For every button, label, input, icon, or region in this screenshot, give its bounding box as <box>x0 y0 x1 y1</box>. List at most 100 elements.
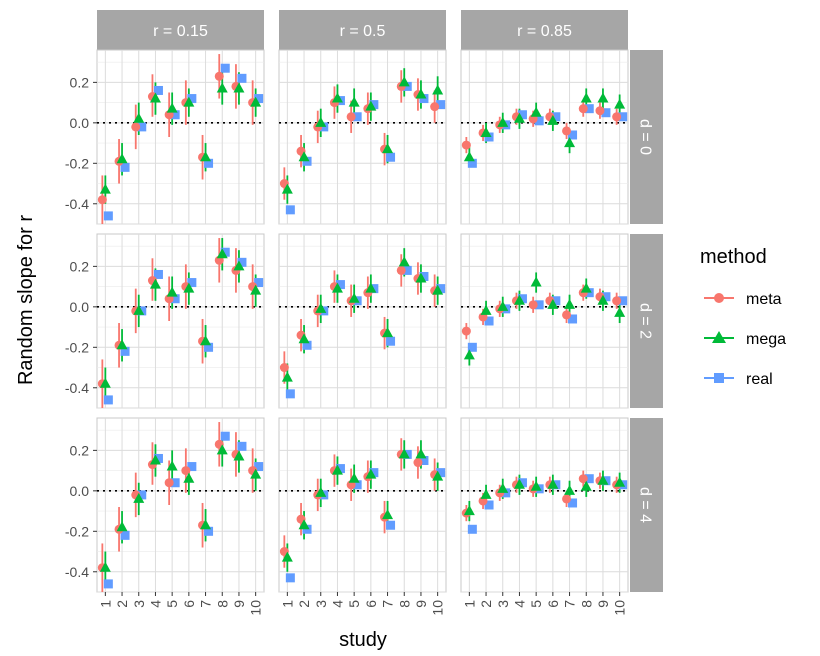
real-point <box>137 122 147 132</box>
mega-point <box>216 82 228 93</box>
real-point <box>120 346 130 356</box>
real-point <box>254 94 264 104</box>
real-point <box>237 257 247 267</box>
mega-point <box>580 282 592 293</box>
mega-point <box>183 282 195 293</box>
x-tick-label: 8 <box>578 600 594 608</box>
meta-point <box>181 466 191 476</box>
mega-point <box>513 112 525 123</box>
real-point <box>285 205 295 215</box>
legend-label-real: real <box>746 371 773 388</box>
real-point <box>352 112 362 122</box>
y-tick-label: 0.2 <box>70 258 90 274</box>
mega-point <box>99 377 111 388</box>
legend-key-triangle <box>712 331 726 343</box>
mega-point <box>216 248 228 259</box>
x-tick-label: 4 <box>511 600 527 608</box>
mega-point <box>281 551 293 562</box>
mega-point <box>513 478 525 489</box>
x-tick-label: 10 <box>248 600 264 616</box>
y-tick-label: 0.0 <box>70 299 90 315</box>
real-point <box>501 488 511 498</box>
mega-point <box>463 349 475 360</box>
real-point <box>601 108 611 118</box>
real-point <box>584 474 594 484</box>
x-tick-label: 4 <box>147 600 163 608</box>
mega-point <box>365 100 377 111</box>
y-tick-label: -0.2 <box>65 339 89 355</box>
y-tick-label: 0.0 <box>70 483 90 499</box>
real-point <box>335 280 345 290</box>
mega-point <box>250 468 262 479</box>
mega-point <box>116 153 128 164</box>
column-strip-label: r = 0.15 <box>153 23 208 40</box>
real-point <box>551 112 561 122</box>
real-point <box>220 247 230 257</box>
mega-point <box>398 448 410 459</box>
y-tick-label: 0.2 <box>70 442 90 458</box>
x-tick-label: 1 <box>461 600 477 608</box>
real-point <box>568 314 578 324</box>
mega-point <box>547 478 559 489</box>
real-point <box>285 389 295 399</box>
meta-point <box>578 104 588 114</box>
mega-point <box>398 256 410 267</box>
mega-point <box>415 448 427 459</box>
mega-point <box>315 486 327 497</box>
mega-point <box>183 96 195 107</box>
meta-point <box>164 478 174 488</box>
real-point <box>137 490 147 500</box>
real-point <box>517 478 527 488</box>
mega-point <box>480 126 492 137</box>
legend-key-circle <box>714 293 724 303</box>
real-point <box>517 110 527 120</box>
real-point <box>584 288 594 298</box>
real-point <box>285 573 295 583</box>
meta-point <box>396 265 406 275</box>
row-strip-label: d = 0 <box>637 119 654 155</box>
real-point <box>419 94 429 104</box>
y-tick-label: 0.2 <box>70 74 90 90</box>
mega-point <box>415 272 427 283</box>
panel <box>96 417 265 593</box>
mega-point <box>432 84 444 95</box>
real-point <box>467 342 477 352</box>
panel <box>96 49 265 225</box>
mega-point <box>315 116 327 127</box>
real-point <box>254 462 264 472</box>
x-tick-label: 9 <box>413 600 429 608</box>
row-strip <box>630 234 663 408</box>
mega-point <box>597 92 609 103</box>
meta-point <box>413 458 423 468</box>
real-point <box>568 130 578 140</box>
mega-point <box>281 371 293 382</box>
mega-point <box>99 183 111 194</box>
legend-label-meta: meta <box>746 291 782 308</box>
mega-point <box>382 327 394 338</box>
mega-point <box>513 294 525 305</box>
meta-point <box>430 102 440 112</box>
real-point <box>352 480 362 490</box>
mega-point <box>116 521 128 532</box>
meta-point <box>562 126 572 136</box>
y-tick-label: -0.4 <box>65 196 89 212</box>
real-point <box>568 498 578 508</box>
x-tick-label: 2 <box>478 600 494 608</box>
real-point <box>103 395 113 405</box>
mega-point <box>415 88 427 99</box>
mega-point <box>298 519 310 530</box>
y-axis-title: Random slope for r <box>15 215 37 385</box>
x-tick-label: 1 <box>279 600 295 608</box>
x-tick-label: 10 <box>612 600 628 616</box>
real-point <box>436 284 446 294</box>
mega-point <box>580 92 592 103</box>
mega-point <box>331 464 343 475</box>
meta-point <box>528 300 538 310</box>
real-point <box>302 340 312 350</box>
mega-point <box>432 470 444 481</box>
mega-point <box>315 302 327 313</box>
real-point <box>601 292 611 302</box>
panel <box>460 233 629 409</box>
meta-point <box>346 112 356 122</box>
real-point <box>517 294 527 304</box>
